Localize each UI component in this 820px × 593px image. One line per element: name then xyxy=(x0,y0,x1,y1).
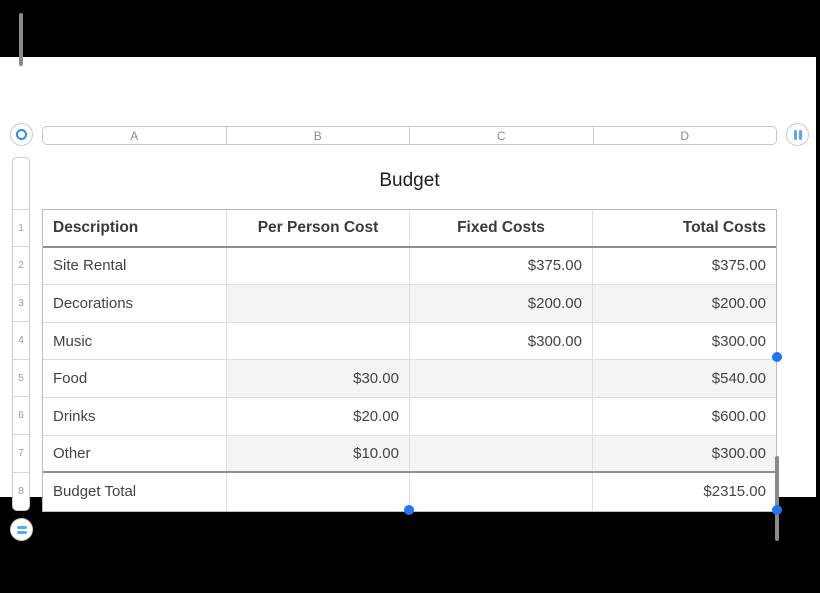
table-footer-row: Budget Total $2315.00 xyxy=(43,473,776,511)
table-row: Music $300.00 $300.00 xyxy=(43,322,776,361)
cell-total[interactable]: $600.00 xyxy=(711,407,766,425)
cell-per-person[interactable] xyxy=(227,322,410,360)
cell-per-person[interactable] xyxy=(227,285,410,322)
column-header-bar: A B C D xyxy=(42,126,777,145)
header-cell-total-costs[interactable]: Total Costs xyxy=(682,218,766,236)
row-header-2[interactable]: 2 xyxy=(13,247,29,285)
cell-total[interactable]: $300.00 xyxy=(593,435,776,472)
column-header-b[interactable]: B xyxy=(226,127,410,144)
add-columns-button[interactable] xyxy=(786,123,809,146)
table-title[interactable]: Budget xyxy=(379,170,440,191)
row-header-1[interactable]: 1 xyxy=(13,210,29,248)
table-row: Food $30.00 $540.00 xyxy=(43,360,776,398)
budget-table: Description Per Person Cost Fixed Costs … xyxy=(42,209,777,512)
table-row: Site Rental $375.00 $375.00 xyxy=(43,247,776,286)
cell-description[interactable]: Budget Total xyxy=(43,473,227,511)
table-handle-button[interactable] xyxy=(10,123,33,146)
header-cell-description[interactable]: Description xyxy=(43,210,227,246)
cell-description[interactable]: Drinks xyxy=(43,397,227,435)
add-rows-button[interactable] xyxy=(10,518,33,541)
cell-per-person[interactable]: $30.00 xyxy=(227,360,410,397)
cell-total[interactable]: $200.00 xyxy=(593,285,776,322)
row-header-6[interactable]: 6 xyxy=(13,397,29,435)
cell-total[interactable]: $375.00 xyxy=(711,257,766,275)
cell-description[interactable]: Food xyxy=(43,360,227,397)
cell-fixed[interactable] xyxy=(410,473,593,511)
table-row: Decorations $200.00 $200.00 xyxy=(43,285,776,323)
row-header-3[interactable]: 3 xyxy=(13,285,29,323)
row-number-bar: 1 2 3 4 5 6 7 8 xyxy=(12,157,30,511)
row-header-5[interactable]: 5 xyxy=(13,360,29,398)
table-header-row: Description Per Person Cost Fixed Costs … xyxy=(43,210,776,248)
cell-per-person[interactable] xyxy=(227,247,410,285)
table-row: Other $10.00 $300.00 xyxy=(43,435,776,474)
row-header-7[interactable]: 7 xyxy=(13,435,29,473)
header-cell-fixed-costs[interactable]: Fixed Costs xyxy=(410,210,593,246)
spreadsheet-canvas: A B C D 1 2 3 4 5 6 7 8 Budget Descripti… xyxy=(0,57,816,541)
table-row: Drinks $20.00 $600.00 xyxy=(43,397,776,436)
cell-description[interactable]: Other xyxy=(43,435,227,472)
cell-description[interactable]: Decorations xyxy=(43,285,227,322)
cell-fixed[interactable]: $375.00 xyxy=(410,247,593,285)
circle-ring-icon xyxy=(16,129,27,140)
cell-total[interactable]: $300.00 xyxy=(711,332,766,350)
cell-fixed[interactable] xyxy=(410,397,593,435)
resize-handle-bottom-right[interactable] xyxy=(772,505,782,515)
cell-fixed[interactable] xyxy=(410,435,593,472)
cell-per-person[interactable] xyxy=(227,473,410,511)
row-header-4[interactable]: 4 xyxy=(13,322,29,360)
column-header-d[interactable]: D xyxy=(593,127,776,144)
row-header-spacer xyxy=(13,158,29,210)
header-cell-per-person-cost[interactable]: Per Person Cost xyxy=(227,210,410,246)
cell-fixed[interactable]: $200.00 xyxy=(410,285,593,322)
cell-description[interactable]: Music xyxy=(43,322,227,360)
cell-description[interactable]: Site Rental xyxy=(43,247,227,285)
column-header-a[interactable]: A xyxy=(43,127,227,144)
cell-fixed[interactable] xyxy=(410,360,593,397)
column-header-c[interactable]: C xyxy=(410,127,594,144)
cell-total[interactable]: $540.00 xyxy=(593,360,776,397)
callout-line-table-handle xyxy=(19,13,23,66)
cell-per-person[interactable]: $10.00 xyxy=(227,435,410,472)
row-header-8[interactable]: 8 xyxy=(18,485,24,497)
callout-line-resize-handle xyxy=(775,456,779,541)
double-vertical-bar-icon xyxy=(793,129,797,140)
resize-handle-bottom[interactable] xyxy=(404,505,414,515)
double-horizontal-bar-icon xyxy=(16,525,27,529)
cell-fixed[interactable]: $300.00 xyxy=(410,322,593,360)
resize-handle-right[interactable] xyxy=(772,352,782,362)
cell-per-person[interactable]: $20.00 xyxy=(227,397,410,435)
cell-total[interactable]: $2315.00 xyxy=(703,483,766,501)
